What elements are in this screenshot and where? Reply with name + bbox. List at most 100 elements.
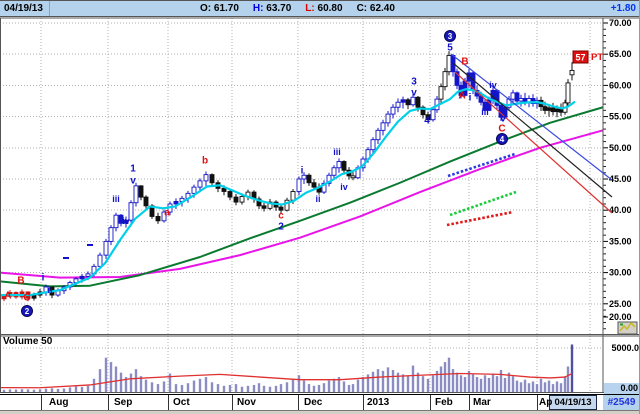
volume-bar: [487, 377, 491, 392]
candle-body: [197, 180, 203, 188]
candle-body: [385, 113, 391, 124]
volume-bar: [234, 384, 238, 392]
volume-bar: [216, 384, 220, 392]
volume-bar: [391, 370, 395, 392]
volume-bar: [14, 389, 18, 392]
cursor-date-box[interactable]: 04/19/13: [549, 395, 597, 410]
volume-bar: [124, 377, 128, 392]
candle-body: [518, 98, 524, 102]
volume-bar: [109, 362, 113, 392]
candle-body: [510, 92, 516, 100]
wave-label: i: [42, 273, 45, 284]
volume-bar: [297, 375, 301, 392]
moving-average-cyan: [0, 88, 576, 297]
candle-body: [290, 191, 296, 201]
candle-body: [203, 174, 209, 182]
month-separator: [232, 395, 233, 410]
candle-body: [336, 161, 342, 169]
candle-body: [438, 86, 444, 100]
month-label: Feb: [435, 397, 453, 408]
volume-bar: [527, 383, 531, 392]
candle-body: [233, 196, 239, 203]
candle-body: [103, 240, 109, 256]
wave-label: A: [4, 291, 11, 302]
candle-body: [221, 187, 227, 192]
volume-bar: [507, 372, 511, 392]
volume-bar: [222, 385, 226, 392]
volume-bar: [119, 372, 123, 392]
candle-body: [442, 71, 448, 88]
month-separator: [41, 395, 42, 410]
volume-bar: [129, 373, 133, 392]
wave-label: iv: [340, 182, 348, 192]
wave-dash-mark: [63, 257, 69, 259]
volume-bar: [421, 376, 425, 392]
volume-bar: [523, 379, 527, 392]
volume-bar: [257, 383, 261, 392]
candle-body: [113, 214, 119, 229]
volume-bar: [539, 378, 543, 392]
volume-bar: [262, 385, 266, 392]
wave-label: 3: [411, 77, 417, 88]
volume-bar: [381, 370, 385, 392]
volume-bar: [104, 357, 108, 392]
volume-bar: [312, 385, 316, 392]
volume-bar: [134, 369, 138, 392]
volume-bar: [86, 385, 90, 392]
candle-body: [278, 206, 284, 211]
volume-bar: [431, 375, 435, 392]
volume-bar: [44, 388, 48, 392]
volume-bar: [563, 376, 567, 392]
volume-bar: [74, 386, 78, 392]
volume-bar: [475, 377, 479, 392]
price-target-suffix: PT: [591, 52, 603, 63]
volume-bar: [38, 389, 42, 392]
volume-moving-average: [0, 372, 573, 389]
candle-body: [191, 186, 197, 194]
volume-bar: [396, 372, 400, 392]
wave-label: ii: [47, 285, 52, 295]
volume-bar: [114, 366, 118, 392]
trend-channel-line: [452, 62, 613, 198]
volume-bar: [56, 388, 60, 392]
price-scale-label: 25.00: [609, 299, 632, 309]
wave-label: ii: [315, 194, 320, 204]
candle-body: [306, 174, 312, 184]
volume-bar: [327, 380, 331, 392]
volume-bar: [566, 366, 570, 392]
volume-bar: [499, 370, 503, 392]
candle-body: [128, 202, 134, 221]
volume-bar: [240, 386, 244, 392]
wave-label: v: [411, 88, 417, 99]
candle-body: [301, 174, 307, 180]
candle-body: [138, 185, 144, 198]
candle-body: [550, 107, 556, 113]
month-label: Dec: [304, 397, 323, 408]
wave-label: c: [278, 211, 284, 222]
month-separator: [363, 395, 364, 410]
volume-bar: [274, 385, 278, 392]
candle-body: [256, 198, 262, 207]
volume-bar: [186, 383, 190, 392]
volume-bar: [531, 381, 535, 392]
volume-bar: [68, 387, 72, 392]
month-separator: [537, 395, 538, 410]
candle-body: [209, 174, 215, 184]
candle-body: [239, 196, 245, 203]
moving-average-magenta: [0, 129, 604, 279]
volume-bar: [332, 378, 336, 392]
volume-bar: [376, 369, 380, 392]
volume-bar: [455, 372, 459, 392]
volume-bar: [268, 386, 272, 392]
candle-body: [554, 108, 560, 113]
wave-label: C: [498, 124, 505, 135]
candle-body: [446, 54, 452, 73]
close-value: 62.40: [369, 3, 395, 14]
volume-bar: [337, 377, 341, 392]
wave-label: a: [164, 208, 170, 219]
volume-bar: [210, 382, 214, 392]
candle-body: [296, 178, 302, 192]
price-scale-label: 35.00: [609, 236, 632, 246]
volume-bar: [192, 380, 196, 392]
